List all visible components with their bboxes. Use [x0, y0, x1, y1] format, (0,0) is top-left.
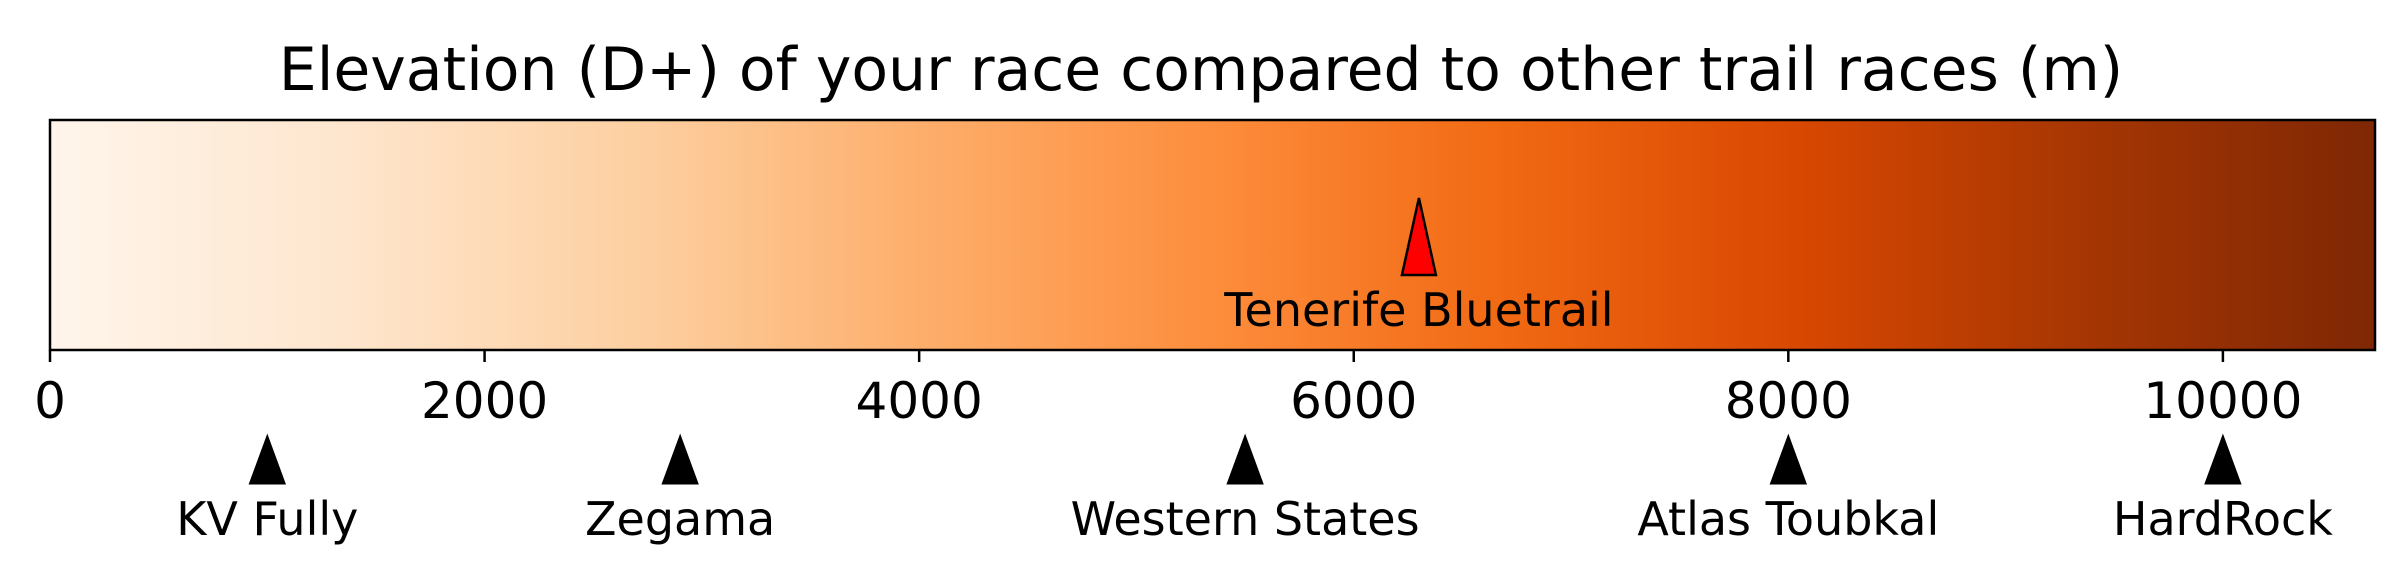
colorbar — [48, 118, 2377, 352]
reference-race-label: Zegama — [585, 492, 775, 546]
reference-race-marker — [2204, 433, 2242, 485]
reference-race-marker — [1769, 433, 1808, 485]
x-tick-label: 2000 — [421, 372, 548, 430]
reference-race-label: KV Fully — [176, 492, 358, 546]
highlight-race-label: Tenerife Bluetrail — [1223, 283, 1613, 337]
x-tick-label: 6000 — [1290, 372, 1417, 430]
highlight-race-marker — [1400, 197, 1438, 277]
reference-race-marker — [661, 433, 699, 485]
chart-title: Elevation (D+) of your race compared to … — [279, 35, 2123, 105]
x-tick-label: 4000 — [856, 372, 983, 430]
reference-race-label: Western States — [1071, 492, 1420, 546]
reference-race-label: Atlas Toubkal — [1637, 492, 1939, 546]
reference-race-label: HardRock — [2113, 492, 2333, 546]
x-tick-label: 0 — [34, 372, 66, 430]
reference-race-marker — [248, 433, 287, 485]
x-tick-label: 8000 — [1725, 372, 1852, 430]
x-tick-label: 10000 — [2143, 372, 2302, 430]
reference-race-marker — [1226, 433, 1264, 485]
